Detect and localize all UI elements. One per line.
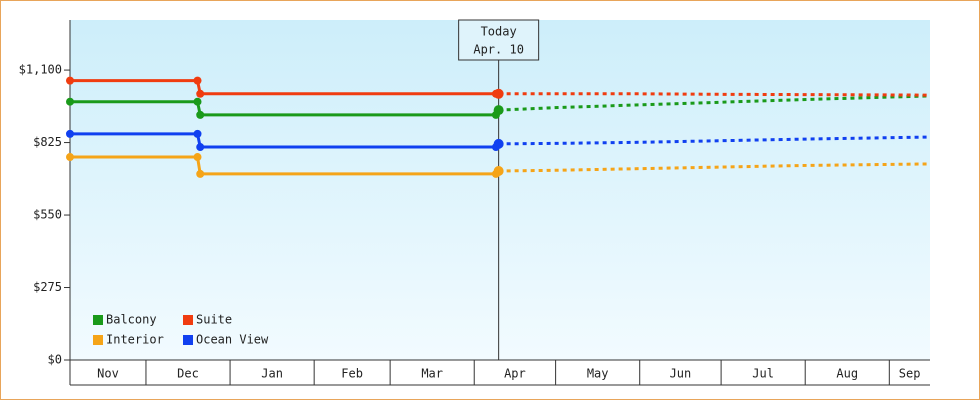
series-line [70, 132, 496, 149]
x-tick-label: Jan [261, 367, 283, 381]
x-tick-label: Jun [670, 367, 692, 381]
point [193, 153, 202, 162]
forecast-line [498, 135, 931, 146]
legend-swatch [183, 315, 193, 325]
point [193, 129, 202, 138]
point [196, 89, 205, 98]
series-line [70, 100, 496, 117]
y-tick-label: $825 [33, 135, 62, 149]
point [66, 129, 74, 138]
point [196, 110, 205, 119]
forecast-line [498, 94, 931, 112]
legend-swatch [93, 335, 103, 345]
legend-swatch [93, 315, 103, 325]
x-tick-label: Apr [504, 367, 526, 381]
x-tick-label: Nov [97, 367, 119, 381]
today-point [493, 88, 504, 99]
legend-label: Ocean View [196, 333, 269, 347]
x-tick-label: Mar [421, 367, 443, 381]
point [66, 153, 74, 162]
forecast-line [498, 92, 931, 97]
x-tick-label: Aug [836, 367, 858, 381]
today-label: Today [481, 25, 517, 39]
today-label: Apr. 10 [473, 43, 524, 57]
y-tick-label: $550 [33, 208, 62, 222]
today-point [493, 166, 504, 177]
today-box [458, 19, 540, 61]
legend-label: Balcony [106, 313, 157, 327]
y-tick-label: $0 [48, 353, 62, 367]
x-tick-label: Jul [752, 367, 774, 381]
x-tick-label: Dec [177, 367, 199, 381]
legend-swatch [183, 335, 193, 345]
x-tick-label: Sep [899, 367, 921, 381]
series-line [70, 79, 496, 96]
today-point [493, 138, 504, 149]
forecast-line [498, 162, 931, 173]
point [66, 76, 74, 85]
x-tick-label: May [587, 367, 609, 381]
y-tick-label: $275 [33, 280, 62, 294]
point [196, 169, 205, 178]
y-tick-label: $1,100 [19, 63, 62, 77]
x-tick-label: Feb [341, 367, 363, 381]
point [193, 76, 202, 85]
plot-area [70, 20, 930, 360]
legend-label: Interior [106, 333, 164, 347]
today-point [493, 105, 504, 116]
legend-label: Suite [196, 313, 232, 327]
point [193, 97, 202, 106]
series-line [70, 155, 496, 176]
point [66, 97, 74, 106]
point [196, 143, 205, 152]
